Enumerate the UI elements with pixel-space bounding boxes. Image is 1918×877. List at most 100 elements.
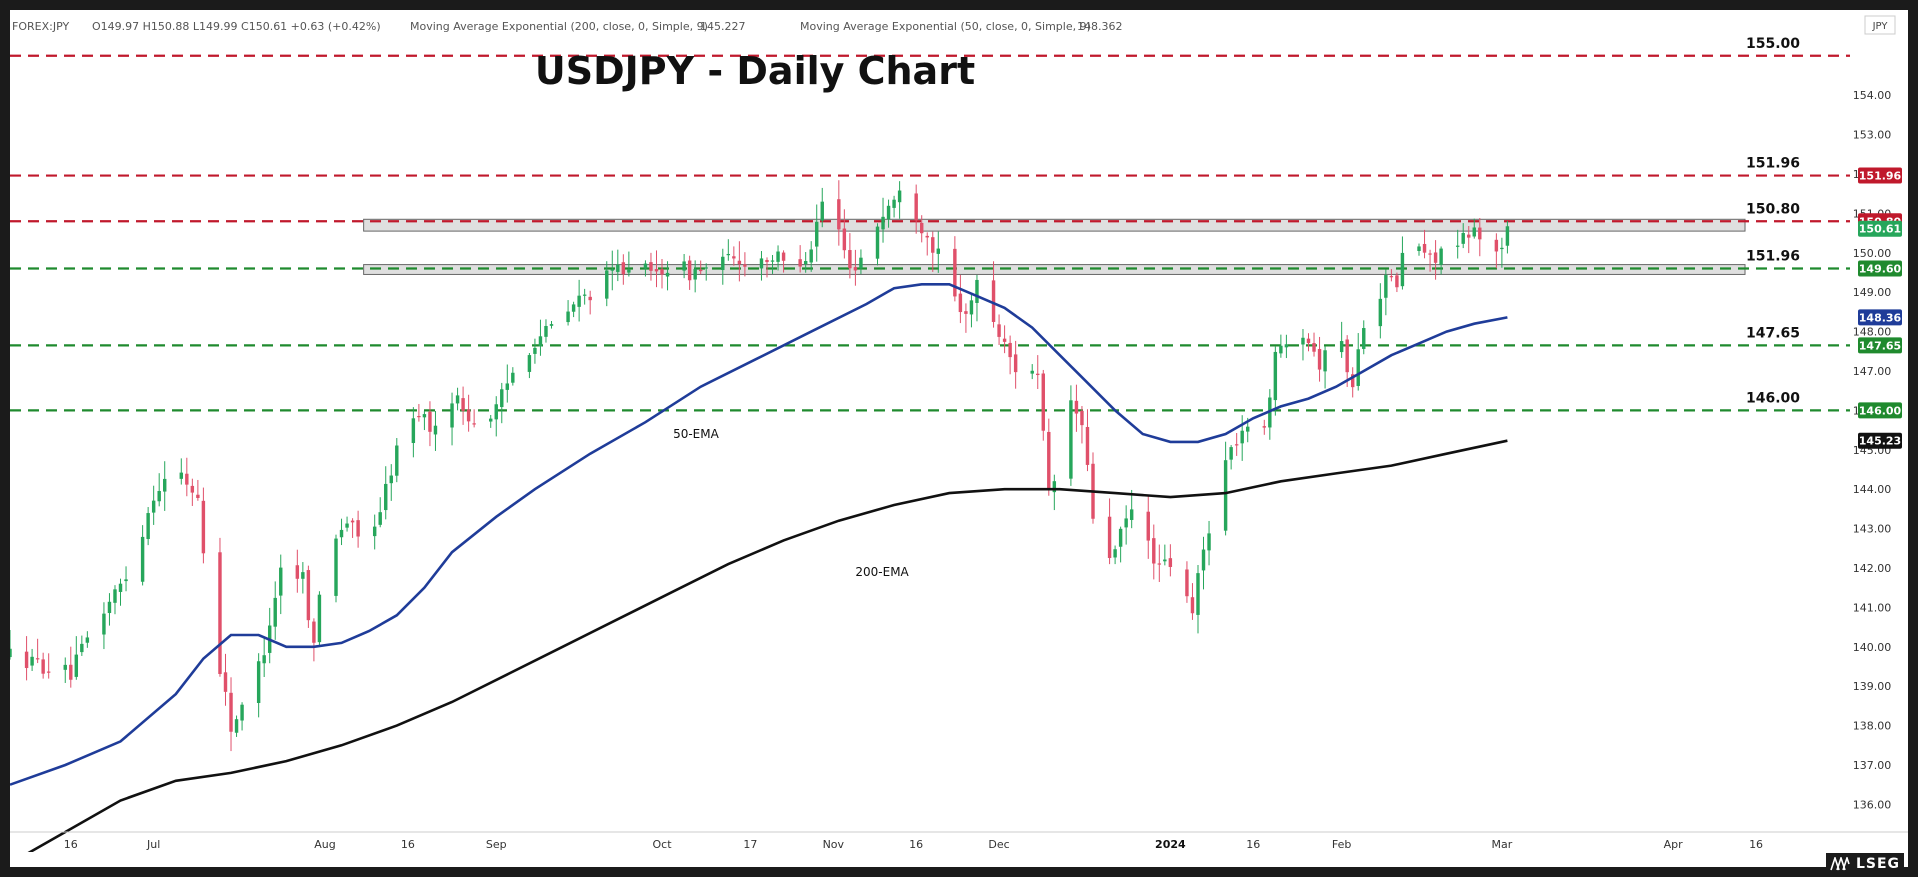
candle-133: [1041, 369, 1045, 441]
level-tag-5-box: [1858, 402, 1902, 419]
candle-55: [433, 410, 438, 451]
x-tick-12: Feb: [1332, 838, 1351, 851]
candle-134: [1047, 418, 1051, 496]
candle-body-27: [223, 672, 228, 692]
candle-body-154: [1201, 549, 1206, 571]
candle-body-68: [538, 336, 543, 347]
candle-body-16: [140, 536, 145, 582]
level-tag-5: 146.00: [1859, 404, 1902, 417]
candle-body-114: [892, 199, 896, 208]
ema50-legend[interactable]: Moving Average Exponential (50, close, 0…: [800, 20, 1091, 33]
candle-115: [897, 181, 902, 219]
footer-bar: [10, 852, 1908, 867]
candle-body-158: [1234, 444, 1239, 446]
x-tick-14: Apr: [1664, 838, 1684, 851]
candle-3: [35, 638, 40, 664]
candle-157: [1229, 445, 1233, 470]
lseg-logo-text: LSEG: [1855, 856, 1900, 872]
candle-80: [627, 251, 631, 277]
candle-156: [1223, 441, 1228, 536]
candle-24: [196, 479, 200, 501]
candle-54: [428, 401, 432, 447]
candle-body-60: [472, 423, 476, 425]
candle-body-170: [1323, 350, 1327, 372]
plot-background: [10, 10, 1908, 867]
candle-body-99: [776, 251, 780, 262]
candle-body-37: [301, 572, 305, 579]
candle-body-35: [279, 567, 283, 596]
candle-75: [588, 290, 592, 315]
candle-body-123: [964, 311, 968, 314]
candle-145: [1129, 489, 1134, 529]
candle-body-55: [433, 425, 438, 435]
candle-body-101: [798, 259, 802, 267]
y-tick-5: 141.00: [1853, 601, 1892, 614]
candle-143: [1118, 526, 1123, 563]
candle-166: [1301, 328, 1305, 361]
ema200-legend[interactable]: Moving Average Exponential (200, close, …: [410, 20, 708, 33]
candle-body-150: [1168, 558, 1173, 567]
candle-body-186: [1455, 245, 1460, 247]
candle-1: [24, 636, 29, 681]
candle-body-31: [256, 661, 261, 703]
x-tick-2: Aug: [314, 838, 335, 851]
symbol-label[interactable]: FOREX:JPY: [12, 20, 69, 33]
candle-93: [732, 246, 736, 266]
candle-191: [1494, 233, 1499, 269]
candle-86: [682, 254, 686, 279]
candle-111: [875, 223, 880, 266]
candle-body-155: [1207, 533, 1211, 551]
candle-body-21: [179, 472, 184, 479]
candle-170: [1323, 346, 1327, 389]
candle-25: [201, 487, 206, 564]
candle-body-20: [163, 478, 167, 492]
candle-99: [776, 245, 780, 271]
level-label-3: 151.96: [1746, 249, 1800, 265]
candle-67: [533, 338, 537, 364]
candle-body-115: [897, 190, 902, 203]
candle-body-181: [1417, 246, 1421, 251]
candle-12: [107, 593, 112, 626]
x-tick-5: Oct: [652, 838, 672, 851]
candle-23: [190, 478, 195, 506]
candle-body-12: [107, 601, 112, 614]
level-label-1: 151.96: [1746, 156, 1800, 172]
candle-body-79: [621, 262, 626, 275]
candle-7: [69, 646, 73, 688]
candle-body-120: [936, 248, 941, 254]
candle-136: [1069, 385, 1073, 486]
candle-107: [842, 209, 847, 259]
candle-body-11: [102, 613, 106, 635]
candle-34: [273, 581, 277, 640]
candle-body-134: [1047, 431, 1051, 490]
candles-layer: [10, 180, 1510, 752]
ema50-line: [10, 283, 1508, 786]
candle-2: [30, 648, 34, 672]
candle-body-180: [1400, 252, 1405, 287]
candle-72: [571, 301, 576, 318]
candle-body-44: [350, 520, 355, 523]
y-tick-14: 150.00: [1853, 247, 1892, 260]
candle-body-122: [958, 293, 963, 313]
candle-body-173: [1350, 374, 1355, 388]
candle-body-77: [610, 269, 614, 271]
x-tick-15: 16: [1749, 838, 1763, 851]
candle-154: [1201, 536, 1206, 590]
candle-body-91: [721, 256, 725, 271]
candle-153: [1196, 564, 1200, 634]
candle-body-66: [527, 355, 532, 372]
candle-body-6: [63, 664, 67, 670]
candle-32: [262, 637, 266, 678]
candle-175: [1362, 320, 1366, 355]
candle-10: [85, 631, 90, 648]
candle-128: [1002, 325, 1007, 354]
candle-90: [704, 263, 708, 281]
candle-body-98: [770, 260, 775, 262]
candle-138: [1080, 406, 1084, 444]
level-label-5: 146.00: [1746, 390, 1800, 406]
candle-49: [389, 464, 393, 501]
candle-27: [223, 653, 228, 706]
candle-52: [417, 403, 421, 422]
candle-body-133: [1041, 373, 1045, 431]
candle-body-43: [345, 523, 349, 528]
